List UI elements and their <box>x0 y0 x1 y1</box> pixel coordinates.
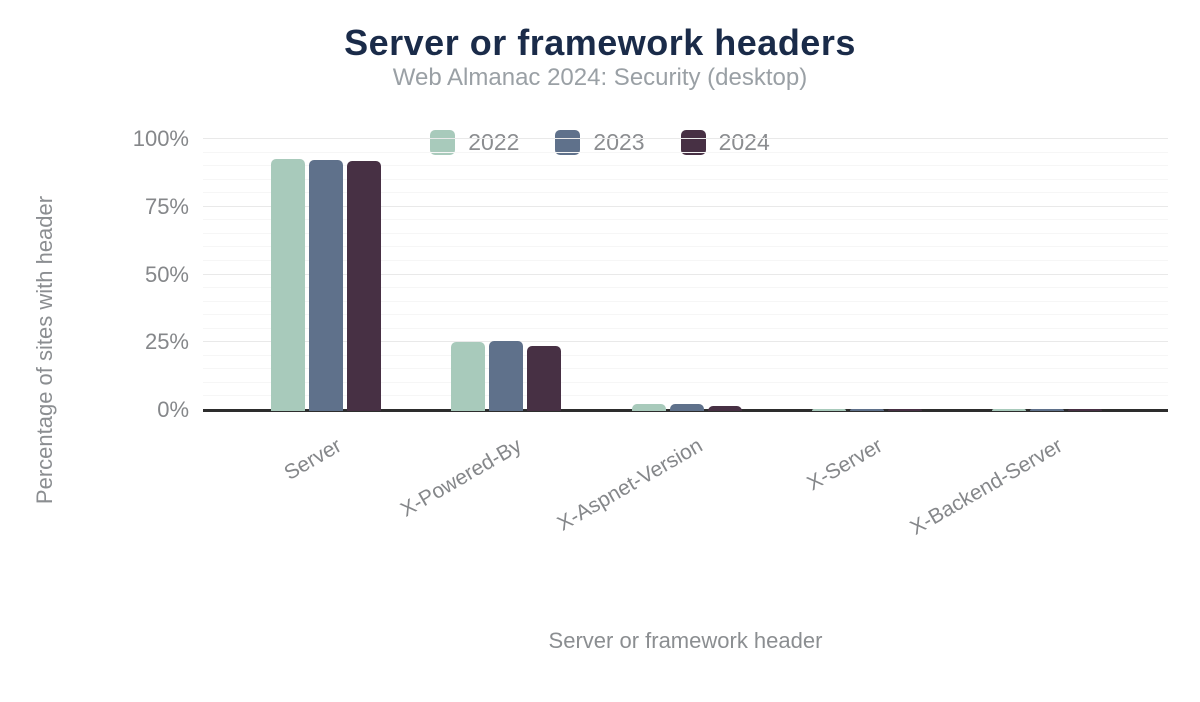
legend-swatch <box>555 130 581 155</box>
bar-X-Backend-Server-2023[interactable] <box>1029 408 1064 411</box>
xtick-label: X-Server <box>802 434 887 496</box>
y-axis-title: Percentage of sites with header <box>32 195 57 505</box>
gridline-minor <box>203 151 1168 153</box>
gridline-minor <box>203 219 1168 221</box>
gridline-minor <box>203 300 1168 302</box>
plot-area: 0% 25% 50% 75% 100% Server X-Powered-By X-Aspn… <box>133 127 1168 540</box>
legend-item-2024[interactable]: 2024 <box>680 129 770 156</box>
category-group-X-Aspnet-Version: X-Aspnet-Version <box>553 139 776 536</box>
bars-row <box>957 139 1137 411</box>
xtick-label: Server <box>280 434 346 485</box>
gridline-minor <box>203 395 1168 397</box>
legend-swatch <box>430 130 456 155</box>
bar-X-Aspnet-Version-2024[interactable] <box>707 406 742 411</box>
legend-label: 2024 <box>718 129 770 155</box>
bars-row <box>416 139 596 411</box>
x-axis-title: Server or framework header <box>548 628 823 653</box>
bar-X-Server-2022[interactable] <box>811 408 846 411</box>
bar-Server-2022[interactable] <box>271 158 306 411</box>
ytick-label: 25% <box>144 329 189 355</box>
bar-X-Backend-Server-2024[interactable] <box>1067 409 1102 411</box>
bar-X-Aspnet-Version-2022[interactable] <box>631 404 666 411</box>
bars-row <box>236 139 416 411</box>
legend-label: 2022 <box>468 129 520 155</box>
bars-row <box>777 139 957 411</box>
ytick-label: 0% <box>157 397 189 422</box>
gridline-minor <box>203 232 1168 234</box>
chart-subtitle: Web Almanac 2024: Security (desktop) <box>392 64 808 91</box>
gridline-minor <box>203 192 1168 194</box>
ytick-label: 75% <box>144 193 189 219</box>
bar-Server-2023[interactable] <box>309 160 344 411</box>
gridline-minor <box>203 314 1168 316</box>
gridline-major <box>203 341 1168 343</box>
bar-X-Powered-By-2024[interactable] <box>527 345 562 411</box>
category-group-X-Backend-Server: X-Backend-Server <box>906 139 1137 540</box>
bar-X-Backend-Server-2022[interactable] <box>991 408 1026 411</box>
gridline-minor <box>203 368 1168 370</box>
legend-item-2023[interactable]: 2023 <box>555 129 645 156</box>
category-group-X-Powered-By: X-Powered-By <box>397 139 596 522</box>
gridline-major <box>203 205 1168 207</box>
legend-item-2022[interactable]: 2022 <box>430 129 519 156</box>
category-group-X-Server: X-Server <box>777 139 957 495</box>
xtick-label: X-Backend-Server <box>906 434 1067 540</box>
gridline-minor <box>203 327 1168 329</box>
legend: 2022 2023 2024 <box>0 129 1200 156</box>
xtick-label: X-Powered-By <box>397 434 526 522</box>
gridline-major <box>203 138 1168 139</box>
gridline-minor <box>203 259 1168 261</box>
bar-X-Server-2024[interactable] <box>887 408 922 411</box>
gridline-minor <box>203 381 1168 383</box>
gridline-minor <box>203 246 1168 248</box>
bar-X-Server-2023[interactable] <box>849 408 884 411</box>
ytick-label: 100% <box>132 126 189 151</box>
bars-row <box>596 139 776 411</box>
legend-label: 2023 <box>593 129 645 155</box>
gridline-minor <box>203 354 1168 356</box>
bar-X-Aspnet-Version-2023[interactable] <box>669 403 704 411</box>
bar-X-Powered-By-2022[interactable] <box>451 341 486 411</box>
category-group-Server: Server <box>236 139 416 485</box>
bar-X-Powered-By-2023[interactable] <box>489 341 524 411</box>
chart-title: Server or framework headers <box>344 22 856 63</box>
bar-Server-2024[interactable] <box>347 160 382 411</box>
xtick-label: X-Aspnet-Version <box>552 434 706 536</box>
gridline-minor <box>203 178 1168 180</box>
legend-swatch <box>680 130 706 155</box>
ytick-label: 50% <box>144 261 189 287</box>
gridline-minor <box>203 287 1168 289</box>
category-band: Server X-Powered-By X-Aspnet-Version X-Serv… <box>236 139 1137 540</box>
gridline-major <box>203 273 1168 275</box>
gridline-minor <box>203 165 1168 167</box>
